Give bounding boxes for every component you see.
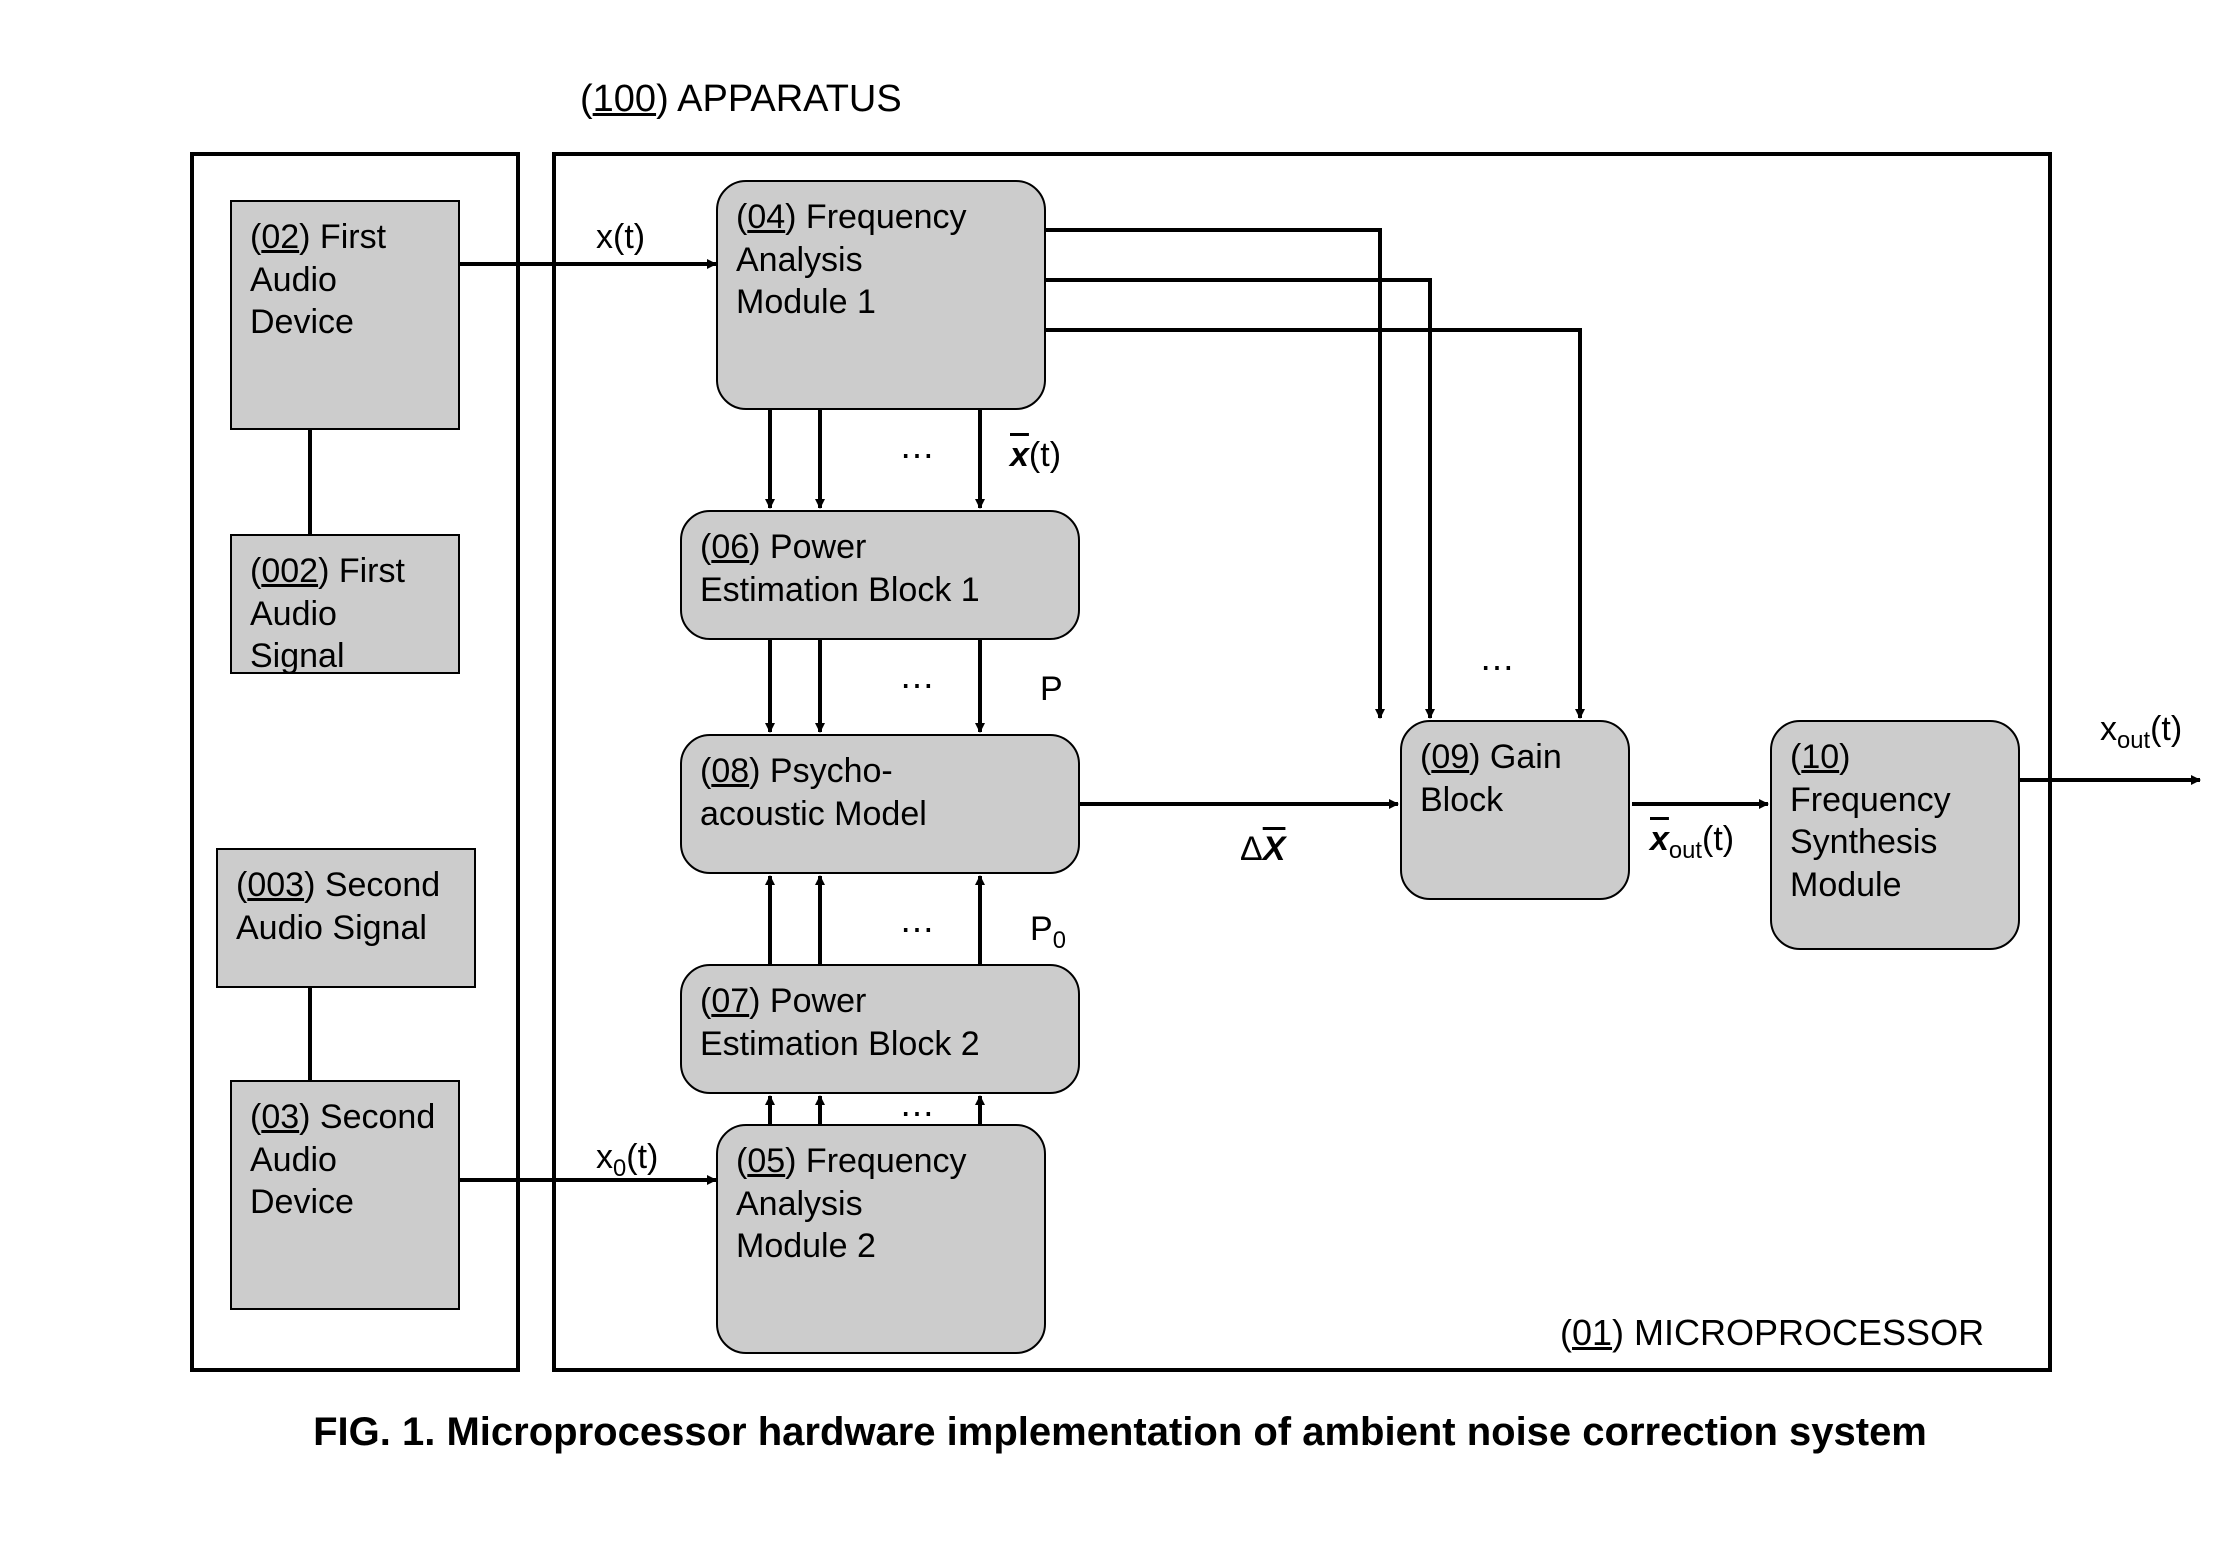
label-xt: x(t) xyxy=(596,218,645,257)
label-xbart: x(t) xyxy=(1010,436,1061,475)
node-n10: (10) FrequencySynthesisModule xyxy=(1770,720,2020,950)
label-dots5: ⋯ xyxy=(1480,648,1514,688)
microprocessor-label: (01) MICROPROCESSOR xyxy=(1560,1312,1984,1354)
node-n06: (06) PowerEstimation Block 1 xyxy=(680,510,1080,640)
node-n02: (02) FirstAudioDevice xyxy=(230,200,460,430)
label-x0t: x0(t) xyxy=(596,1138,658,1183)
label-xout: xout(t) xyxy=(2100,710,2182,755)
apparatus-title: (100) APPARATUS xyxy=(580,78,902,121)
node-n08: (08) Psycho-acoustic Model xyxy=(680,734,1080,874)
label-xouvt: xout(t) xyxy=(1650,820,1734,865)
node-n03: (03) SecondAudioDevice xyxy=(230,1080,460,1310)
label-dots2: ⋯ xyxy=(900,666,934,706)
label-dots3: ⋯ xyxy=(900,910,934,950)
diagram-canvas: (100) APPARATUS (01) MICROPROCESSOR (02)… xyxy=(0,0,2240,1559)
node-n002: (002) FirstAudio Signal xyxy=(230,534,460,674)
node-n07: (07) PowerEstimation Block 2 xyxy=(680,964,1080,1094)
label-dots1: ⋯ xyxy=(900,436,934,476)
node-n003: (003) SecondAudio Signal xyxy=(216,848,476,988)
node-n05: (05) FrequencyAnalysisModule 2 xyxy=(716,1124,1046,1354)
figure-caption: FIG. 1. Microprocessor hardware implemen… xyxy=(0,1410,2240,1455)
label-dots4: ⋯ xyxy=(900,1094,934,1134)
node-n09: (09) GainBlock xyxy=(1400,720,1630,900)
label-dX: ΔX xyxy=(1240,830,1285,869)
node-n04: (04) FrequencyAnalysisModule 1 xyxy=(716,180,1046,410)
label-P: P xyxy=(1040,670,1063,709)
label-P0: P0 xyxy=(1030,910,1066,955)
